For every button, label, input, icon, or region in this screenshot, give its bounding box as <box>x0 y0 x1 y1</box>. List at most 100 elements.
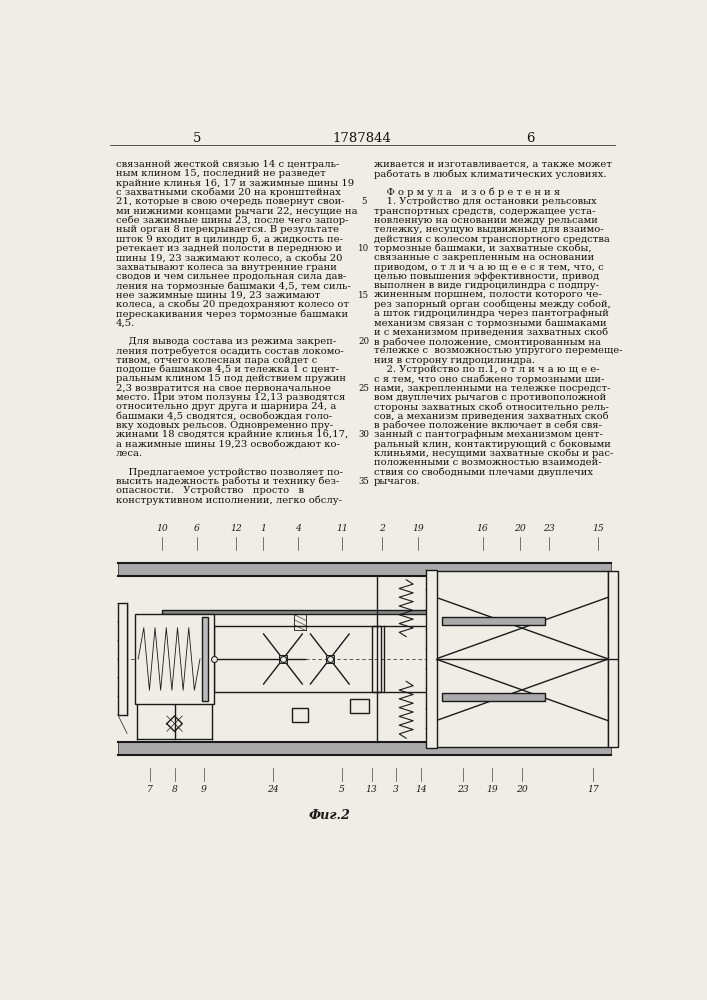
Text: рычагов.: рычагов. <box>373 477 420 486</box>
Text: живается и изготавливается, а также может: живается и изготавливается, а также може… <box>373 160 612 169</box>
Bar <box>118 603 127 715</box>
Text: в рабочее положение включает в себя свя-: в рабочее положение включает в себя свя- <box>373 421 602 430</box>
Text: леса.: леса. <box>115 449 143 458</box>
Text: сводов и чем сильнее продольная сила дав-: сводов и чем сильнее продольная сила дав… <box>115 272 346 281</box>
Text: вку ходовых рельсов. Одновременно пру-: вку ходовых рельсов. Одновременно пру- <box>115 421 332 430</box>
Text: ления на тормозные башмаки 4,5, тем силь-: ления на тормозные башмаки 4,5, тем силь… <box>115 281 350 291</box>
Text: целью повышения эффективности, привод: целью повышения эффективности, привод <box>373 272 599 281</box>
Bar <box>442 693 546 701</box>
Bar <box>201 617 208 701</box>
Bar <box>608 571 617 747</box>
Text: и с механизмом приведения захватных скоб: и с механизмом приведения захватных скоб <box>373 328 608 337</box>
Bar <box>442 617 546 625</box>
Text: 3: 3 <box>393 785 399 794</box>
Text: 6: 6 <box>526 132 534 145</box>
Text: связанной жесткой связью 14 с централь-: связанной жесткой связью 14 с централь- <box>115 160 339 169</box>
Text: конструктивном исполнении, легко обслу-: конструктивном исполнении, легко обслу- <box>115 495 341 505</box>
Text: шины 19, 23 зажимают колесо, а скобы 20: шины 19, 23 зажимают колесо, а скобы 20 <box>115 253 342 262</box>
Text: 10: 10 <box>156 524 168 533</box>
Text: 10: 10 <box>358 244 369 253</box>
Text: 5: 5 <box>193 132 201 145</box>
Text: 14: 14 <box>415 785 427 794</box>
Text: механизм связан с тормозными башмаками: механизм связан с тормозными башмаками <box>373 318 606 328</box>
Text: 2,3 возвратится на свое первоначальное: 2,3 возвратится на свое первоначальное <box>115 384 330 393</box>
Text: 23: 23 <box>457 785 469 794</box>
Text: место. При этом ползуны 12,13 разводятся: место. При этом ползуны 12,13 разводятся <box>115 393 345 402</box>
Text: 1: 1 <box>260 524 266 533</box>
Text: с я тем, что оно снабжено тормозными ши-: с я тем, что оно снабжено тормозными ши- <box>373 374 604 384</box>
Text: нее зажимные шины 19, 23 зажимают: нее зажимные шины 19, 23 зажимают <box>115 290 320 299</box>
Text: 21, которые в свою очередь повернут свои-: 21, которые в свою очередь повернут свои… <box>115 197 344 206</box>
Text: 19: 19 <box>486 785 498 794</box>
Text: с захватными скобами 20 на кронштейнах: с захватными скобами 20 на кронштейнах <box>115 188 340 197</box>
Text: 4: 4 <box>295 524 300 533</box>
Text: 7: 7 <box>147 785 153 794</box>
Bar <box>279 655 287 663</box>
Text: 8: 8 <box>172 785 177 794</box>
Text: ми нижними концами рычаги 22, несущие на: ми нижними концами рычаги 22, несущие на <box>115 207 357 216</box>
Text: действия с колесом транспортного средства: действия с колесом транспортного средств… <box>373 235 609 244</box>
Text: 2: 2 <box>378 524 385 533</box>
Text: крайние клинья 16, 17 и зажимные шины 19: крайние клинья 16, 17 и зажимные шины 19 <box>115 179 354 188</box>
Bar <box>326 655 334 663</box>
Text: а шток гидроцилиндра через пантографный: а шток гидроцилиндра через пантографный <box>373 309 609 318</box>
Text: ным клином 15, последний не разведет: ным клином 15, последний не разведет <box>115 169 325 178</box>
Text: жиненным поршнем, полости которого че-: жиненным поршнем, полости которого че- <box>373 290 602 299</box>
Text: клиньями, несущими захватные скобы и рас-: клиньями, несущими захватные скобы и рас… <box>373 449 613 458</box>
Bar <box>350 699 368 713</box>
Bar <box>118 563 611 576</box>
Text: 12: 12 <box>230 524 242 533</box>
Text: 6: 6 <box>194 524 199 533</box>
Bar <box>294 614 306 630</box>
Text: 35: 35 <box>358 477 369 486</box>
Bar <box>436 571 608 747</box>
Text: Предлагаемое устройство позволяет по-: Предлагаемое устройство позволяет по- <box>115 468 342 477</box>
Text: 16: 16 <box>477 524 489 533</box>
Text: относительно друг друга и шарнира 24, а: относительно друг друга и шарнира 24, а <box>115 402 336 411</box>
Text: 1. Устройство для остановки рельсовых: 1. Устройство для остановки рельсовых <box>373 197 596 206</box>
Text: шток 9 входит в цилиндр 6, а жидкость пе-: шток 9 входит в цилиндр 6, а жидкость пе… <box>115 235 342 244</box>
Text: высить надежность работы и технику без-: высить надежность работы и технику без- <box>115 477 339 486</box>
Bar <box>162 610 596 614</box>
Text: 25: 25 <box>358 384 369 393</box>
Text: ральный клин, контактирующий с боковыми: ральный клин, контактирующий с боковыми <box>373 440 610 449</box>
Text: колеса, а скобы 20 предохраняют колесо от: колеса, а скобы 20 предохраняют колесо о… <box>115 300 349 309</box>
Text: тележке с  возможностью упругого перемеще-: тележке с возможностью упругого перемеще… <box>373 346 622 355</box>
Text: Ф о р м у л а   и з о б р е т е н и я: Ф о р м у л а и з о б р е т е н и я <box>373 188 560 197</box>
Text: 30: 30 <box>358 430 369 439</box>
Text: стороны захватных скоб относительно рель-: стороны захватных скоб относительно рель… <box>373 402 609 412</box>
Text: Фиг.2: Фиг.2 <box>309 809 351 822</box>
Text: Для вывода состава из режима закреп-: Для вывода состава из режима закреп- <box>115 337 336 346</box>
Text: тивом, отчего колесная пара сойдет с: тивом, отчего колесная пара сойдет с <box>115 356 317 365</box>
Text: 20: 20 <box>516 785 528 794</box>
Text: башмаки 4,5 сводятся, освобождая голо-: башмаки 4,5 сводятся, освобождая голо- <box>115 412 332 421</box>
Text: рез запорный орган сообщены между собой,: рез запорный орган сообщены между собой, <box>373 300 610 309</box>
Text: 17: 17 <box>588 785 600 794</box>
Text: тормозные башмаки, и захватные скобы,: тормозные башмаки, и захватные скобы, <box>373 244 591 253</box>
Text: захватывают колеса за внутренние грани: захватывают колеса за внутренние грани <box>115 263 337 272</box>
Text: новленную на основании между рельсами: новленную на основании между рельсами <box>373 216 597 225</box>
Text: 4,5.: 4,5. <box>115 318 135 327</box>
Text: подоше башмаков 4,5 и тележка 1 с цент-: подоше башмаков 4,5 и тележка 1 с цент- <box>115 365 339 374</box>
Text: ральным клином 15 под действием пружин: ральным клином 15 под действием пружин <box>115 374 346 383</box>
Text: положенными с возможностью взаимодей-: положенными с возможностью взаимодей- <box>373 458 601 467</box>
Text: ретекает из задней полости в переднюю и: ретекает из задней полости в переднюю и <box>115 244 341 253</box>
Text: 15: 15 <box>358 291 369 300</box>
Text: связанные с закрепленным на основании: связанные с закрепленным на основании <box>373 253 594 262</box>
Text: перескакивания через тормозные башмаки: перескакивания через тормозные башмаки <box>115 309 348 319</box>
Text: 20: 20 <box>514 524 525 533</box>
Text: приводом, о т л и ч а ю щ е е с я тем, что, с: приводом, о т л и ч а ю щ е е с я тем, ч… <box>373 263 603 272</box>
Text: выполнен в виде гидроцилиндра с подпру-: выполнен в виде гидроцилиндра с подпру- <box>373 281 599 290</box>
Text: работать в любых климатических условиях.: работать в любых климатических условиях. <box>373 169 606 179</box>
Text: ствия со свободными плечами двуплечих: ствия со свободными плечами двуплечих <box>373 468 592 477</box>
Text: 15: 15 <box>592 524 604 533</box>
Text: вом двуплечих рычагов с противоположной: вом двуплечих рычагов с противоположной <box>373 393 606 402</box>
Bar <box>426 570 437 748</box>
Bar <box>372 626 381 692</box>
Bar <box>135 614 214 704</box>
Text: ления потребуется осадить состав локомо-: ления потребуется осадить состав локомо- <box>115 346 344 356</box>
Text: опасности.   Устройство   просто   в: опасности. Устройство просто в <box>115 486 303 495</box>
Bar <box>293 708 308 722</box>
Text: нами, закрепленными на тележке посредст-: нами, закрепленными на тележке посредст- <box>373 384 610 393</box>
Text: 24: 24 <box>267 785 279 794</box>
